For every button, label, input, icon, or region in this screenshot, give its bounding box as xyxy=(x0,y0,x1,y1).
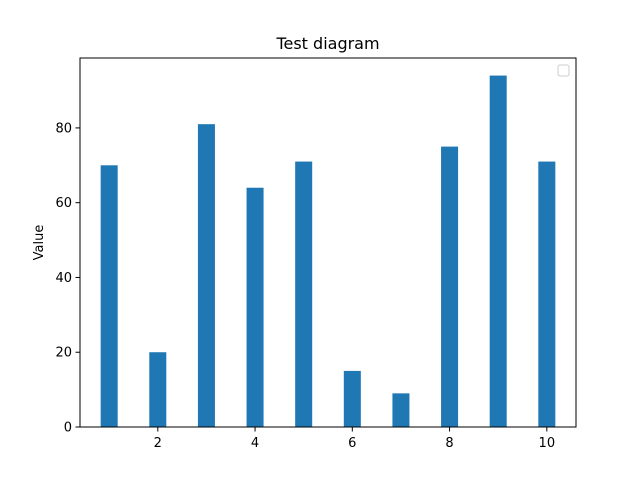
x-tick-label: 10 xyxy=(539,436,556,451)
x-tick-label: 4 xyxy=(251,436,259,451)
bar-10 xyxy=(538,161,556,427)
bar-6 xyxy=(343,370,361,427)
bars-group xyxy=(100,75,556,428)
x-axis-ticks: 2 4 6 8 10 xyxy=(154,427,555,451)
y-tick-label: 60 xyxy=(55,196,72,211)
y-axis-ticks: 0 20 40 60 80 xyxy=(55,121,80,436)
bar-1 xyxy=(100,165,118,428)
y-tick-label: 20 xyxy=(55,346,72,361)
bar-9 xyxy=(489,75,507,427)
bar-5 xyxy=(295,161,313,427)
y-tick-label: 40 xyxy=(55,271,72,286)
bar-4 xyxy=(246,187,264,427)
y-axis-label: Value xyxy=(32,225,47,261)
y-tick-label: 80 xyxy=(55,121,72,136)
x-tick-label: 6 xyxy=(348,436,356,451)
bar-2 xyxy=(149,352,167,427)
plot-frame xyxy=(79,57,577,428)
bar-8 xyxy=(441,146,459,427)
chart-title: Test diagram xyxy=(275,34,379,53)
bar-3 xyxy=(197,124,215,428)
x-tick-label: 2 xyxy=(154,436,162,451)
bar-7 xyxy=(392,393,410,427)
x-tick-label: 8 xyxy=(445,436,453,451)
legend-box xyxy=(557,64,570,77)
y-tick-label: 0 xyxy=(64,421,72,436)
